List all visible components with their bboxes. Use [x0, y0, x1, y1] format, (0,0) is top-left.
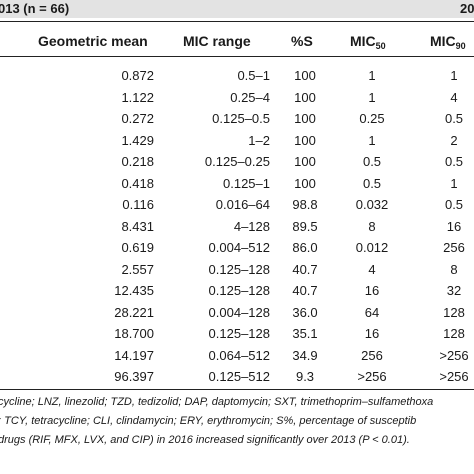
cell-mic50: 16: [364, 283, 380, 298]
cell-mic-range: 0.004–512: [208, 240, 270, 255]
cell-percent-s: 86.0: [292, 240, 318, 255]
cell-mic90: 32: [446, 283, 462, 298]
cell-percent-s: 100: [294, 132, 316, 148]
footnote-line-2: ; TCY, tetracycline; CLI, clindamycin; E…: [0, 415, 417, 427]
col-header-mic-range: MIC range: [183, 33, 251, 49]
cell-mic-range: 0.125–512: [208, 369, 270, 384]
header-rule: [0, 56, 474, 57]
cell-mic90: >256: [439, 347, 469, 363]
cell-mic-range: 0.25–4: [230, 89, 270, 105]
cell-mic90: 2: [450, 132, 458, 148]
cell-percent-s: 34.9: [292, 347, 318, 363]
top-rule: [0, 21, 474, 22]
cell-mic-range: 0.5–1: [237, 68, 270, 83]
cell-geometric-mean: 18.700: [114, 326, 154, 341]
table-title-bar: 013 (n = 66) 20: [0, 0, 474, 18]
cell-mic90: 8: [450, 261, 458, 277]
cell-percent-s: 100: [294, 154, 316, 169]
cell-percent-s: 100: [294, 175, 316, 191]
table-title-fragment: 013 (n = 66): [0, 1, 70, 16]
cell-mic50: 64: [364, 304, 380, 320]
cell-mic-range: 0.125–0.5: [212, 111, 270, 126]
cell-mic-range: 0.125–128: [208, 283, 270, 298]
cell-geometric-mean: 0.872: [121, 68, 154, 83]
cell-mic90: 0.5: [444, 154, 464, 169]
col-header-geometric-mean: Geometric mean: [38, 33, 148, 49]
cell-percent-s: 40.7: [292, 283, 318, 298]
table-title-fragment-right: 20: [460, 1, 474, 16]
footnote-line-3: drugs (RIF, MFX, LVX, and CIP) in 2016 i…: [0, 434, 410, 446]
cell-geometric-mean: 2.557: [121, 261, 154, 277]
cell-mic50: 0.5: [362, 154, 382, 169]
cell-geometric-mean: 0.116: [122, 197, 154, 212]
cell-percent-s: 98.8: [292, 197, 318, 212]
cell-mic90: 4: [450, 89, 458, 105]
cell-geometric-mean: 1.429: [121, 132, 154, 148]
cell-mic-range: 1–2: [248, 132, 270, 148]
cell-mic50: 1: [368, 68, 376, 83]
cell-mic-range: 0.125–128: [208, 326, 270, 341]
cell-mic50: 0.032: [355, 197, 389, 212]
cell-mic90: >256: [439, 369, 469, 384]
cell-percent-s: 40.7: [292, 261, 318, 277]
cell-percent-s: 100: [294, 111, 316, 126]
cell-mic-range: 0.064–512: [208, 347, 270, 363]
cell-percent-s: 36.0: [292, 304, 318, 320]
cell-mic50: 8: [368, 218, 376, 234]
cell-mic90: 128: [443, 326, 465, 341]
cell-geometric-mean: 14.197: [114, 347, 154, 363]
cell-mic50: 1: [368, 89, 376, 105]
col-header-percent-s: %S: [291, 33, 313, 49]
cell-mic50: 4: [368, 261, 376, 277]
cell-geometric-mean: 0.272: [121, 111, 154, 126]
cell-mic-range: 0.016–64: [215, 197, 270, 212]
cell-percent-s: 35.1: [292, 326, 318, 341]
cell-percent-s: 89.5: [292, 218, 318, 234]
cell-percent-s: 9.3: [295, 369, 315, 384]
cell-geometric-mean: 8.431: [121, 218, 154, 234]
cell-geometric-mean: 28.221: [114, 304, 154, 320]
cell-mic50: >256: [357, 369, 387, 384]
cell-mic50: 1: [368, 132, 376, 148]
footnote-line-1: cycline; LNZ, linezolid; TZD, tedizolid;…: [0, 396, 434, 408]
bottom-rule: [0, 389, 474, 390]
cell-mic-range: 0.004–128: [208, 304, 270, 320]
cell-percent-s: 100: [294, 68, 316, 83]
cell-mic90: 1: [450, 175, 458, 191]
cell-mic90: 256: [443, 240, 465, 255]
cell-geometric-mean: 0.619: [121, 240, 154, 255]
cell-mic50: 256: [361, 347, 383, 363]
cell-mic90: 16: [446, 218, 462, 234]
cell-mic-range: 4–128: [233, 218, 270, 234]
cell-geometric-mean: 0.218: [121, 154, 154, 169]
cell-mic90: 0.5: [444, 197, 464, 212]
col-header-mic50: MIC50: [350, 33, 386, 51]
cell-geometric-mean: 1.122: [121, 89, 154, 105]
cell-geometric-mean: 96.397: [114, 369, 154, 384]
cell-geometric-mean: 0.418: [121, 175, 154, 191]
cell-mic50: 0.25: [359, 111, 385, 126]
col-header-mic90: MIC90: [430, 33, 466, 51]
cell-mic90: 0.5: [444, 111, 464, 126]
cell-mic-range: 0.125–0.25: [204, 154, 270, 169]
cell-mic-range: 0.125–128: [208, 261, 270, 277]
cell-percent-s: 100: [294, 89, 316, 105]
cell-mic-range: 0.125–1: [223, 175, 270, 191]
cell-mic90: 128: [443, 304, 465, 320]
cell-geometric-mean: 12.435: [114, 283, 154, 298]
cell-mic50: 0.5: [362, 175, 382, 191]
cell-mic50: 16: [364, 326, 380, 341]
cell-mic90: 1: [450, 68, 458, 83]
cell-mic50: 0.012: [355, 240, 389, 255]
